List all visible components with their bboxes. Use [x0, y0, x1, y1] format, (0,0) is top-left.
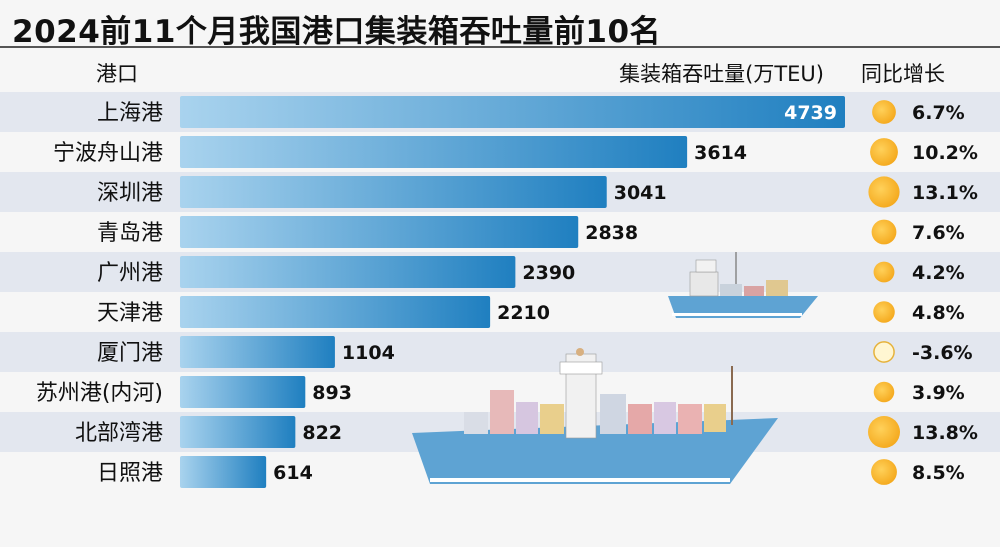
bar: [180, 456, 267, 488]
value-label: 1104: [342, 342, 395, 364]
port-column-header: 港口: [96, 62, 138, 86]
growth-circle: [873, 381, 895, 403]
value-label: 2390: [522, 262, 575, 284]
labels-layer: 上海港 4739 6.7% 宁波舟山港 3614 10.2% 深圳港 3041 13.1% 青岛港…: [36, 100, 978, 486]
value-label: 822: [302, 422, 342, 444]
growth-label: 13.1%: [912, 182, 978, 204]
bar: [180, 256, 516, 288]
growth-label: 3.9%: [912, 382, 965, 404]
row-band: [0, 332, 1000, 372]
growth-label: 13.8%: [912, 422, 978, 444]
small-ship-illustration: [668, 252, 818, 318]
port-label: 深圳港: [97, 181, 163, 206]
value-label: 893: [312, 382, 352, 404]
value-label: 614: [273, 462, 313, 484]
growth-circle: [871, 459, 897, 485]
growth-circle: [868, 176, 900, 208]
port-label: 苏州港(内河): [36, 381, 163, 406]
bars-layer: [180, 96, 845, 488]
growth-label: 4.8%: [912, 302, 965, 324]
growth-label: 4.2%: [912, 262, 965, 284]
growth-column-header: 同比增长: [861, 62, 945, 86]
port-label: 厦门港: [97, 341, 163, 366]
value-label: 2838: [585, 222, 638, 244]
port-label: 日照港: [97, 461, 163, 486]
value-label: 3614: [694, 142, 747, 164]
port-label: 宁波舟山港: [53, 141, 163, 166]
growth-label: 10.2%: [912, 142, 978, 164]
value-label: 2210: [497, 302, 550, 324]
bar: [180, 176, 607, 208]
port-label: 青岛港: [97, 221, 163, 246]
bar: [180, 216, 579, 248]
growth-circle-negative: [873, 341, 895, 363]
growth-circle: [872, 100, 896, 124]
value-label: 3041: [614, 182, 667, 204]
growth-label: -3.6%: [912, 342, 973, 364]
bar: [180, 136, 688, 168]
bar: [180, 296, 491, 328]
growth-label: 8.5%: [912, 462, 965, 484]
port-label: 上海港: [97, 101, 163, 126]
growth-circle: [868, 416, 900, 448]
growth-label: 6.7%: [912, 102, 965, 124]
title-divider: [0, 46, 1000, 48]
port-label: 广州港: [97, 261, 163, 286]
growth-circle: [871, 219, 897, 245]
bar: [180, 96, 845, 128]
growth-circle: [873, 261, 895, 283]
growth-circle: [870, 138, 898, 166]
growth-circle: [873, 301, 895, 323]
bar: [180, 336, 335, 368]
bar: [180, 416, 296, 448]
large-ship-illustration: [412, 348, 778, 484]
growth-label: 7.6%: [912, 222, 965, 244]
value-label: 4739: [784, 102, 837, 124]
port-label: 北部湾港: [75, 421, 163, 446]
volume-column-header: 集装箱吞吐量(万TEU): [619, 62, 824, 86]
chart-title: 2024前11个月我国港口集装箱吞吐量前10名: [12, 14, 662, 50]
bar: [180, 376, 306, 408]
port-label: 天津港: [97, 301, 163, 326]
